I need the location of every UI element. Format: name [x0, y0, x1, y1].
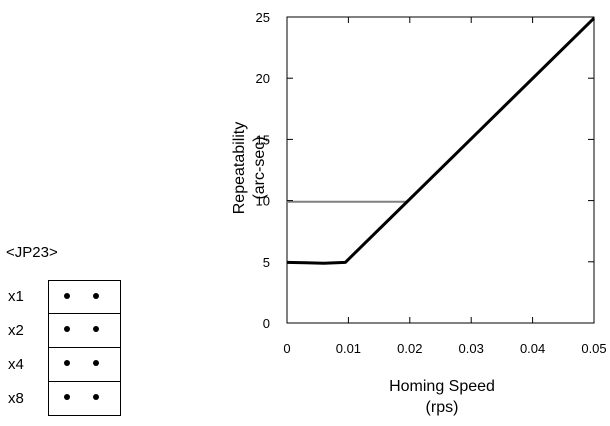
jumper-pin [64, 293, 70, 299]
jumper-row-x1: x1 [0, 280, 125, 314]
jumper-pin-block [48, 348, 121, 382]
y-tick-label: 15 [256, 132, 270, 147]
chart-ticks: 0 5 10 15 20 25 0 0.01 0.02 0.03 0.04 0.05 [256, 10, 607, 356]
y-tick-label: 0 [263, 316, 270, 331]
jumper-pin [64, 326, 70, 332]
jumper-pin [93, 293, 99, 299]
x-axis-unit: (rps) [426, 399, 459, 416]
y-tick-label: 5 [263, 255, 270, 270]
chart-axes [286, 16, 595, 324]
jumper-row-label: x4 [8, 356, 24, 373]
y-tick-label: 20 [256, 71, 270, 86]
jumper-pin-block [48, 382, 121, 416]
chart-series [286, 17, 596, 265]
jumper-pin [93, 326, 99, 332]
x-tick-label: 0 [283, 341, 290, 356]
y-tick-label: 25 [256, 10, 270, 25]
jumper-row-x8: x8 [0, 382, 125, 416]
jumper-row-x2: x2 [0, 314, 125, 348]
x-tick-label: 0.03 [459, 341, 484, 356]
x-tick-label: 0.05 [581, 341, 606, 356]
x-axis-label: Homing Speed [389, 378, 495, 395]
jumper-pin [64, 394, 70, 400]
y-axis-label: Repeatability [231, 122, 248, 215]
jumper-row-label: x1 [8, 288, 24, 305]
jumper-row-label: x8 [8, 390, 24, 407]
y-axis-unit: (arc-sec) [251, 136, 268, 199]
jumper-row-x4: x4 [0, 348, 125, 382]
x-tick-label: 0.01 [336, 341, 361, 356]
jumper-title: <JP23> [6, 244, 58, 261]
jumper-pin [93, 394, 99, 400]
jumper-diagram: <JP23> x1 x2 x4 x8 [0, 0, 140, 426]
jumper-pin [93, 360, 99, 366]
x-tick-label: 0.02 [397, 341, 422, 356]
jumper-pin-block [48, 314, 121, 348]
plot-frame [286, 16, 595, 324]
jumper-pin [64, 360, 70, 366]
x-tick-label: 0.04 [520, 341, 545, 356]
series-line-repeatability [286, 17, 596, 265]
jumper-row-label: x2 [8, 322, 24, 339]
jumper-pin-block [48, 280, 121, 314]
y-tick-label: 10 [256, 194, 270, 209]
